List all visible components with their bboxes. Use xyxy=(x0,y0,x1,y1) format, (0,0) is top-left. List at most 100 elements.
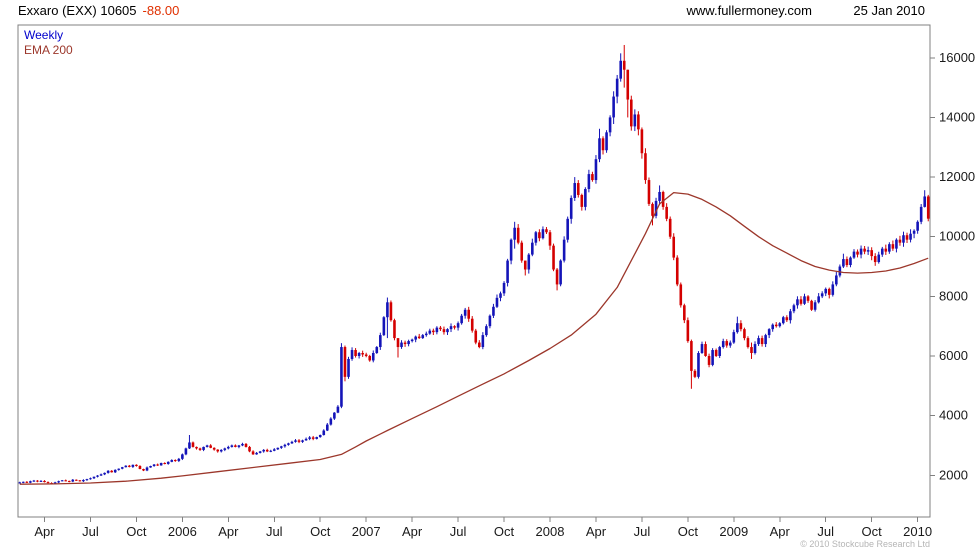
candle-body xyxy=(884,248,888,252)
candle-body xyxy=(799,299,803,304)
candle-body xyxy=(442,329,446,333)
candle-body xyxy=(424,333,428,336)
website-text: www.fullermoney.com xyxy=(686,3,812,18)
candle-body xyxy=(276,447,280,450)
candle-body xyxy=(721,341,725,348)
candle-body xyxy=(608,117,612,133)
candle-body xyxy=(598,138,601,160)
candle-body xyxy=(782,317,785,324)
candle-body xyxy=(697,353,700,377)
candle-body xyxy=(711,350,714,365)
candle-body xyxy=(545,229,548,233)
candle-body xyxy=(909,233,912,240)
candle-body xyxy=(562,239,566,261)
candle-body xyxy=(732,332,736,343)
candle-body xyxy=(287,443,290,445)
candle-body xyxy=(785,317,789,321)
x-axis-label: Oct xyxy=(494,524,515,539)
candle-body xyxy=(891,244,895,249)
candle-body xyxy=(142,468,145,471)
candle-body xyxy=(39,480,43,482)
candle-body xyxy=(509,239,513,261)
candle-body xyxy=(753,344,757,353)
candle-body xyxy=(615,78,619,97)
candle-body xyxy=(919,206,923,222)
y-axis-label: 6000 xyxy=(939,348,968,363)
candle-body xyxy=(78,480,82,482)
candle-body xyxy=(612,96,615,118)
candle-body xyxy=(428,330,432,334)
candle-body xyxy=(633,114,637,127)
candle-body xyxy=(580,194,584,207)
candle-body xyxy=(128,465,131,467)
candle-body xyxy=(880,248,884,255)
candle-body xyxy=(36,480,39,482)
candle-body xyxy=(177,458,181,461)
candle-body xyxy=(255,452,258,455)
candle-body xyxy=(531,242,534,255)
candle-body xyxy=(326,424,329,431)
candle-body xyxy=(923,196,926,207)
candle-body xyxy=(110,470,113,473)
candle-body xyxy=(757,338,760,345)
candle-body xyxy=(647,180,651,204)
candle-body xyxy=(622,60,626,70)
candle-body xyxy=(746,338,750,348)
candle-body xyxy=(138,466,142,469)
candle-body xyxy=(569,197,573,219)
candle-body xyxy=(813,302,817,310)
candle-body xyxy=(845,259,849,266)
candle-body xyxy=(810,300,813,310)
candle-body xyxy=(386,302,389,318)
candle-body xyxy=(60,480,64,482)
candle-body xyxy=(736,323,739,333)
price-change: -88.00 xyxy=(142,3,180,18)
plot-border xyxy=(17,24,931,518)
candle-body xyxy=(103,472,106,475)
candle-body xyxy=(534,232,538,243)
candle-body xyxy=(520,242,524,261)
candle-body xyxy=(764,335,767,345)
candle-body xyxy=(460,315,463,324)
candle-body xyxy=(117,468,121,470)
candle-body xyxy=(290,441,294,444)
candle-body xyxy=(382,317,386,336)
candle-body xyxy=(216,449,220,452)
candle-body xyxy=(22,481,25,483)
candle-body xyxy=(120,467,124,469)
candle-body xyxy=(57,481,60,483)
candle-body xyxy=(212,447,216,450)
candle-body xyxy=(714,350,718,356)
candle-body xyxy=(728,342,732,346)
candle-body xyxy=(18,482,22,484)
candle-body xyxy=(873,256,877,263)
candle-body xyxy=(82,480,85,482)
candle-body xyxy=(361,353,364,355)
candle-body xyxy=(527,254,531,270)
candle-body xyxy=(156,464,159,466)
candle-body xyxy=(478,342,481,348)
candle-body xyxy=(513,227,516,240)
candle-body xyxy=(591,174,594,181)
candle-body xyxy=(718,347,721,356)
candle-body xyxy=(403,342,407,345)
candle-body xyxy=(124,465,128,468)
x-axis-label: 2006 xyxy=(168,524,197,539)
candle-body xyxy=(149,466,152,468)
candle-body xyxy=(333,412,336,419)
candle-body xyxy=(198,448,202,450)
candle-body xyxy=(417,336,421,339)
candle-body xyxy=(435,327,439,333)
candle-body xyxy=(432,330,435,333)
candle-body xyxy=(654,200,658,216)
candle-body xyxy=(870,250,873,257)
x-axis-label: Jul xyxy=(266,524,283,539)
candle-body xyxy=(767,329,771,336)
candle-body xyxy=(693,370,697,377)
candle-body xyxy=(760,338,764,345)
candle-body xyxy=(294,440,297,442)
candle-body xyxy=(248,446,251,452)
x-axis-label: 2008 xyxy=(536,524,565,539)
